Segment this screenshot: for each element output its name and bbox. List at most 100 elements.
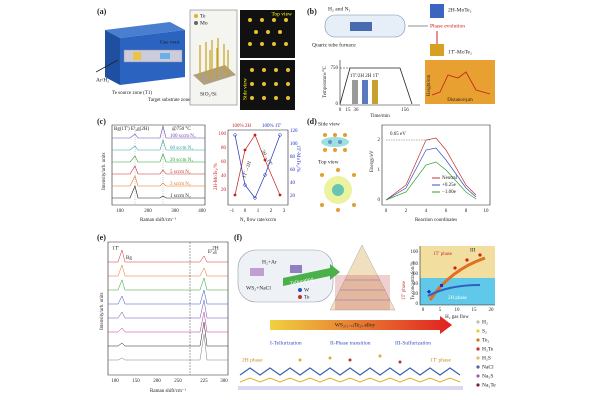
label: 40: [290, 181, 296, 186]
label: 400: [198, 209, 206, 214]
shape: [476, 383, 480, 387]
shape: [272, 18, 276, 22]
label: WS₂+NaCl: [246, 285, 271, 291]
shape: [430, 4, 444, 18]
label: 60: [221, 160, 227, 165]
group: [453, 253, 482, 270]
shape: [108, 264, 228, 277]
label: 2H phase: [242, 357, 263, 363]
label: Intensity/arb. units: [102, 152, 107, 190]
label: Na₂Te: [482, 382, 496, 388]
panel-d: (d) Side view Top view Energy/eV 0 1 2 0…: [307, 117, 491, 223]
label: WS₂₍₁₋ₓ₎Te₂ₓ alloy: [335, 322, 376, 328]
shape: [240, 10, 295, 58]
shape: [348, 358, 352, 362]
shape: [105, 30, 120, 85]
label: 100% 1T': [262, 124, 281, 129]
label: Height/nm: [427, 75, 432, 96]
shape: [465, 258, 469, 262]
label: E¹₂g: [208, 249, 217, 255]
label: 10: [484, 209, 490, 214]
shape: [108, 289, 228, 305]
label: (c): [97, 117, 106, 126]
group: [233, 133, 282, 200]
group: [335, 279, 390, 301]
shape: [250, 96, 254, 100]
label: 225: [200, 379, 208, 384]
label: Raman shift/cm⁻¹: [140, 217, 176, 223]
label: H₂: [482, 319, 488, 325]
group: [108, 249, 228, 361]
shape: [283, 264, 340, 286]
shape: [239, 377, 461, 383]
label: Intensity/arb. units: [100, 292, 105, 330]
group: [248, 18, 290, 100]
label: 0: [244, 209, 247, 214]
group: [233, 133, 282, 197]
label: 1T' phase: [430, 357, 452, 363]
shape: [372, 80, 378, 104]
label: 0: [336, 102, 339, 107]
shape: [385, 161, 477, 201]
shape: [343, 148, 347, 152]
label: 5: [439, 308, 442, 313]
shape: [243, 148, 247, 152]
label: W: [304, 287, 310, 293]
shape: [336, 208, 340, 212]
shape: [278, 133, 282, 137]
label: Phase evolution: [430, 23, 465, 29]
label: 200: [144, 209, 152, 214]
label: 2: [270, 209, 273, 214]
label: Te₂: [482, 337, 489, 343]
label: 1T'/2H 2H 1T': [350, 74, 379, 79]
shape: [323, 148, 327, 152]
label: 20: [290, 194, 296, 199]
shape: [227, 129, 289, 206]
shape: [333, 148, 337, 152]
shape: [274, 82, 278, 86]
label: −1.00e: [442, 190, 457, 195]
label: (a): [97, 7, 107, 16]
label: Gas vent: [160, 39, 180, 45]
shape: [476, 365, 480, 369]
label: 80: [290, 155, 296, 160]
shape: [263, 158, 267, 162]
label: 40: [221, 174, 227, 179]
label: H₂S: [482, 355, 491, 361]
label: 20: [221, 188, 227, 193]
shape: [430, 44, 444, 56]
shape: [243, 183, 247, 187]
label: 1T' phase: [433, 252, 453, 257]
shape: [333, 133, 337, 137]
label: 100: [116, 209, 124, 214]
shape: [240, 60, 295, 110]
shape: [320, 203, 324, 207]
shape: [385, 137, 477, 201]
shape: [108, 299, 228, 319]
shape: [262, 68, 266, 72]
label: 6: [445, 209, 448, 214]
shape: [320, 173, 324, 177]
group: [320, 168, 356, 212]
label: (b): [307, 7, 317, 16]
shape: [431, 71, 491, 96]
shape: [286, 82, 290, 86]
label: 36: [354, 108, 360, 113]
shape: [112, 165, 205, 175]
label: (d): [307, 117, 317, 126]
group: [348, 358, 402, 364]
shape: [107, 241, 229, 376]
shape: [253, 133, 257, 137]
shape: [133, 52, 141, 60]
shape: [476, 338, 480, 342]
label: 0: [378, 198, 381, 203]
label: 2H-MoTe₂: [448, 7, 472, 13]
label: 8: [465, 209, 468, 214]
shape: [290, 265, 302, 273]
label: 100: [219, 132, 227, 137]
shape: [238, 386, 463, 390]
shape: [298, 295, 302, 299]
shape: [476, 356, 480, 360]
label: 5 sccm N₂: [170, 170, 191, 175]
